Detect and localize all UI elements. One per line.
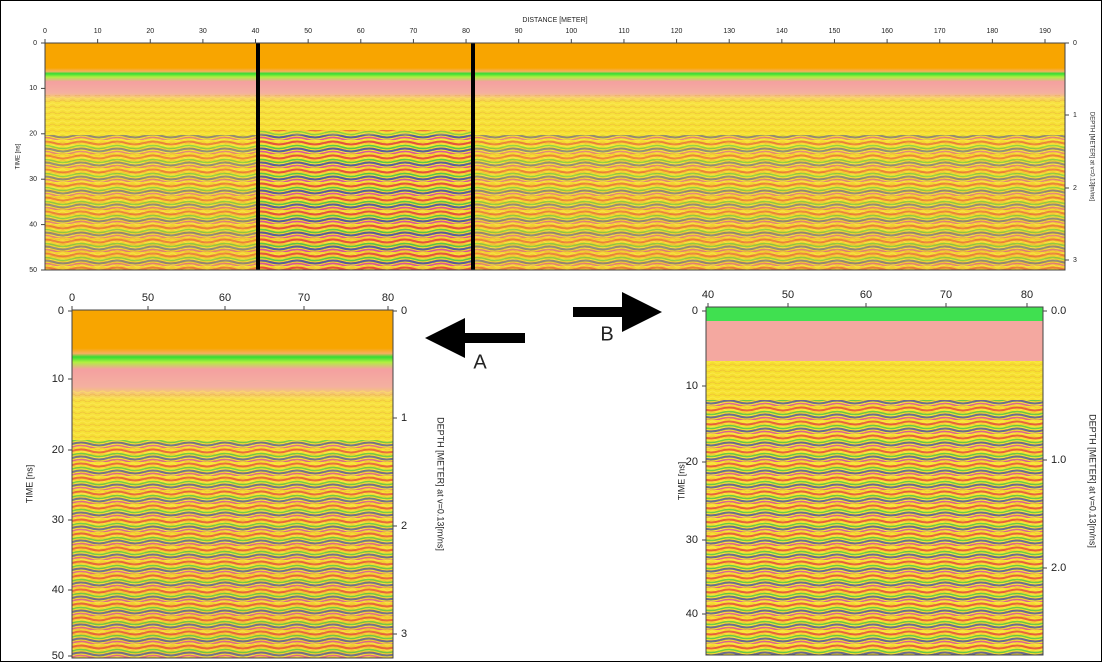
y-tick-label: 50	[52, 650, 64, 662]
x-tick-label: 150	[829, 28, 841, 35]
y-tick-label: 30	[686, 534, 698, 546]
axis-title: DISTANCE [METER]	[522, 17, 587, 24]
y2-axis-label: DEPTH [METER] at v=0.13[m/ns]	[436, 417, 446, 551]
plot-border	[71, 309, 394, 659]
y-tick-label: 40	[686, 608, 698, 620]
x-tick-label: 170	[934, 28, 946, 35]
y2-tick-label: 1.0	[1051, 454, 1066, 466]
y-tick-label: 20	[29, 131, 37, 138]
panel: 40 50 60 70 80 0 10 20 30 40 0.0 1.0 2.0 TIME [ns] DEP…	[676, 289, 1098, 656]
x-tick-label: 30	[199, 28, 207, 35]
x-tick-label: 70	[940, 289, 952, 301]
x-tick-label: 110	[618, 28, 629, 35]
arrow-label: A	[473, 351, 487, 373]
x-tick-label: 60	[860, 289, 872, 301]
y-tick-label: 50	[29, 267, 37, 274]
arrow-b: B	[573, 292, 662, 345]
x-tick-label: 0	[43, 28, 47, 35]
x-tick-label: 50	[782, 289, 794, 301]
x-tick-label: 100	[565, 28, 577, 35]
x-tick-label: 190	[1039, 28, 1051, 35]
y2-tick-label: 0	[401, 305, 407, 317]
x-tick-label: 0	[69, 292, 75, 304]
x-tick-label: 50	[304, 28, 312, 35]
x-tick-label: 40	[702, 289, 714, 301]
y2-tick-label: 1	[1073, 112, 1077, 119]
y-tick-label: 10	[29, 85, 37, 92]
y-tick-label: 10	[686, 380, 698, 392]
panel: 0 10 20 30 40 50 60 70 80 90 100 110 120 130 140 150 160…	[16, 28, 1095, 274]
radargram-b	[706, 307, 1043, 655]
y-tick-label: 20	[686, 456, 698, 468]
y-tick-label: 0	[58, 305, 64, 317]
y-tick-label: 10	[52, 373, 64, 385]
x-tick-label: 10	[94, 28, 102, 35]
x-tick-label: 70	[410, 28, 418, 35]
plot-border	[44, 42, 1066, 271]
y2-tick-label: 2	[1073, 185, 1077, 192]
y-tick-label: 0	[692, 305, 698, 317]
y-tick-label: 30	[29, 176, 37, 183]
x-tick-label: 80	[382, 292, 394, 304]
y2-tick-label: 1	[401, 412, 407, 424]
y2-tick-label: 2	[401, 520, 407, 532]
y-tick-label: 30	[52, 514, 64, 526]
y2-tick-label: 3	[401, 628, 407, 640]
panel: 0 50 60 70 80 0 10 20 30 40 50 0 1 2 3 TIME [ns] DEPTH […	[24, 292, 445, 662]
x-tick-label: 160	[881, 28, 893, 35]
y-axis-label: TIME [ns]	[24, 465, 34, 504]
y-tick-label: 40	[29, 221, 37, 228]
arrow-a: A	[425, 318, 525, 373]
y2-tick-label: 0.0	[1051, 305, 1066, 317]
x-tick-label: 80	[1021, 289, 1033, 301]
y-tick-label: 40	[52, 584, 64, 596]
x-tick-label: 90	[515, 28, 523, 35]
x-tick-label: 80	[462, 28, 470, 35]
radargram-top	[45, 43, 1065, 270]
y-tick-label: 20	[52, 444, 64, 456]
x-tick-label: 70	[298, 292, 310, 304]
y-axis-label: TIME [ns]	[16, 143, 22, 169]
x-tick-label: 120	[671, 28, 683, 35]
y-axis-label: TIME [ns]	[676, 462, 686, 501]
y2-tick-label: 3	[1073, 257, 1077, 264]
arrow-label: B	[600, 323, 613, 345]
y2-axis-label: DEPTH [METER] at v=0.13[m/ns]	[1088, 112, 1094, 202]
x-tick-label: 180	[987, 28, 999, 35]
x-tick-label: 60	[219, 292, 231, 304]
radargram-a	[72, 310, 393, 658]
x-tick-label: 50	[142, 292, 154, 304]
y-tick-label: 0	[33, 40, 37, 47]
x-tick-label: 130	[723, 28, 735, 35]
x-tick-label: 20	[146, 28, 154, 35]
y2-tick-label: 2.0	[1051, 562, 1066, 574]
y2-tick-label: 0	[1073, 40, 1077, 47]
y2-axis-label: DEPTH [METER] at v=0.13[m/ns]	[1088, 414, 1098, 548]
x-tick-label: 60	[357, 28, 365, 35]
x-tick-label: 140	[776, 28, 788, 35]
x-tick-label: 40	[252, 28, 260, 35]
plot-border	[705, 306, 1044, 656]
